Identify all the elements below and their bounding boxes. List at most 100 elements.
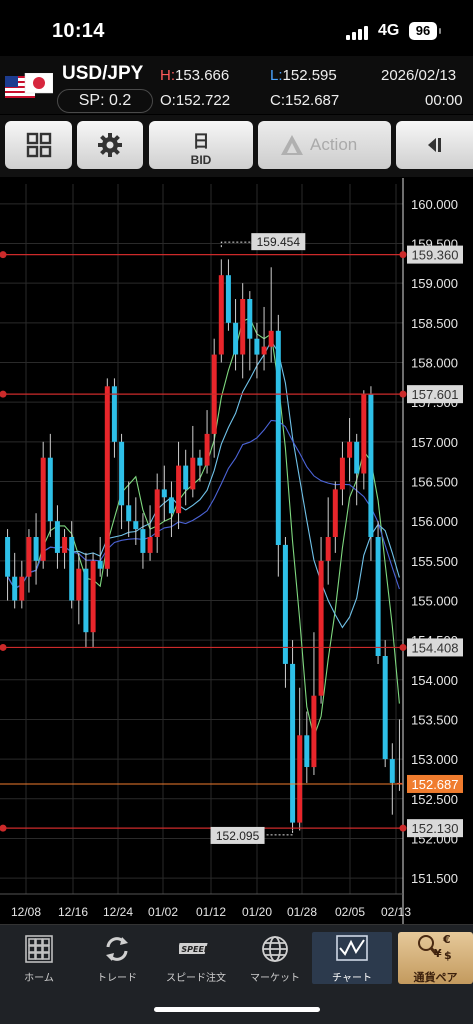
candle-body[interactable] (111, 386, 117, 442)
candle-body[interactable] (268, 330, 274, 347)
price-line-label-bg (407, 245, 463, 264)
price-line-handle[interactable] (399, 390, 407, 398)
tab-currency-pair[interactable]: € ¥ $ 通貨ペア (398, 932, 473, 984)
candle-body[interactable] (47, 457, 53, 522)
candle-body[interactable] (261, 346, 267, 355)
period-button[interactable]: 日 BID (149, 121, 253, 169)
candle-body[interactable] (354, 441, 360, 474)
candle-body[interactable] (5, 537, 11, 577)
candle-body[interactable] (225, 275, 231, 323)
candle-body[interactable] (233, 322, 239, 355)
x-axis-label: 02/13 (381, 905, 411, 919)
y-axis-label: 155.000 (411, 593, 458, 608)
candle-body[interactable] (147, 537, 153, 553)
candle-body[interactable] (382, 656, 388, 760)
collapse-panel-button[interactable] (396, 121, 473, 169)
action-button[interactable]: Action (258, 121, 391, 169)
y-axis-label: 152.500 (411, 792, 458, 807)
candle-body[interactable] (240, 299, 246, 355)
candle-body[interactable] (76, 568, 82, 601)
svg-text:¥: ¥ (434, 947, 442, 960)
tab-chart[interactable]: チャート (312, 932, 392, 984)
candle-body[interactable] (311, 695, 317, 768)
currency-pair[interactable]: USD/JPY (62, 63, 144, 84)
price-line-handle[interactable] (0, 824, 7, 832)
candle-body[interactable] (126, 505, 132, 522)
candle-body[interactable] (275, 330, 281, 545)
price-line-label: 154.408 (412, 640, 459, 655)
settings-button[interactable] (77, 121, 143, 169)
svg-text:$: $ (444, 949, 452, 962)
x-axis-label: 01/28 (287, 905, 317, 919)
candle-body[interactable] (190, 457, 196, 490)
exchange-icon (106, 937, 128, 961)
candle-body[interactable] (19, 576, 25, 601)
candle-body[interactable] (90, 560, 96, 633)
candle-body[interactable] (133, 521, 139, 530)
candle-body[interactable] (104, 386, 110, 569)
candle-body[interactable] (26, 537, 32, 577)
svg-text:SPEED: SPEED (181, 945, 211, 954)
network-type: 4G (378, 22, 400, 39)
high-marker-label: 159.454 (257, 235, 301, 249)
candle-body[interactable] (97, 560, 103, 569)
candle-body[interactable] (389, 759, 395, 783)
open-price: O:152.722 (160, 92, 231, 109)
candle-body[interactable] (318, 560, 324, 696)
candle-body[interactable] (347, 441, 353, 458)
price-line-handle[interactable] (399, 643, 407, 651)
tab-market[interactable]: マーケット (236, 932, 314, 984)
candle-body[interactable] (396, 782, 402, 784)
candle-body[interactable] (69, 537, 75, 601)
candle-body[interactable] (83, 568, 89, 633)
candle-body[interactable] (254, 338, 260, 355)
candle-body[interactable] (62, 537, 68, 553)
candle-body[interactable] (297, 735, 303, 823)
layout-button[interactable] (5, 121, 72, 169)
price-line-handle[interactable] (0, 251, 7, 259)
candle-body[interactable] (332, 489, 338, 537)
candle-body[interactable] (40, 457, 46, 561)
price-line-handle[interactable] (0, 390, 7, 398)
candle-body[interactable] (204, 433, 210, 466)
candle-body[interactable] (218, 275, 224, 355)
y-axis-label: 158.000 (411, 355, 458, 370)
candle-body[interactable] (375, 537, 381, 656)
price-line-handle[interactable] (399, 824, 407, 832)
tab-home[interactable]: ホーム (0, 932, 78, 984)
action-logo-icon (281, 135, 303, 155)
tab-speed-order[interactable]: SPEED スピード注文 (156, 932, 236, 984)
usd-jpy-flag-icon (5, 73, 53, 98)
candle-body[interactable] (154, 489, 160, 537)
candle-body[interactable] (161, 489, 167, 498)
candle-body[interactable] (33, 537, 39, 561)
candle-body[interactable] (368, 394, 374, 537)
candle-body[interactable] (183, 465, 189, 490)
y-axis-label: 156.000 (411, 514, 458, 529)
low-price: L:152.595 (270, 67, 337, 84)
price-line-handle[interactable] (399, 251, 407, 259)
high-marker-leader (220, 241, 252, 248)
tab-label: チャート (332, 973, 372, 984)
candle-body[interactable] (282, 544, 288, 664)
candle-body[interactable] (140, 529, 146, 553)
candle-body[interactable] (168, 497, 174, 514)
candle-body[interactable] (304, 735, 310, 767)
price-line-label: 159.360 (412, 248, 459, 263)
candle-body[interactable] (325, 537, 331, 561)
price-chart[interactable]: 12/08 12/16 12/24 01/02 01/12 01/20 01/28 02/05… (0, 178, 473, 924)
candle-body[interactable] (176, 465, 182, 514)
candle-body[interactable] (339, 457, 345, 490)
x-axis-label: 12/16 (58, 905, 88, 919)
candle-body[interactable] (247, 299, 253, 339)
price-line-handle[interactable] (0, 643, 7, 651)
candle-body[interactable] (361, 394, 367, 474)
candlestick-chart[interactable]: 12/08 12/16 12/24 01/02 01/12 01/20 01/28 02/05… (0, 178, 473, 924)
candle-body[interactable] (119, 441, 125, 506)
candle-body[interactable] (197, 457, 203, 466)
x-axis-label: 01/12 (196, 905, 226, 919)
tab-trade[interactable]: トレード (78, 932, 156, 984)
candle-body[interactable] (12, 576, 18, 601)
candle-body[interactable] (54, 521, 60, 553)
candle-body[interactable] (290, 663, 296, 823)
